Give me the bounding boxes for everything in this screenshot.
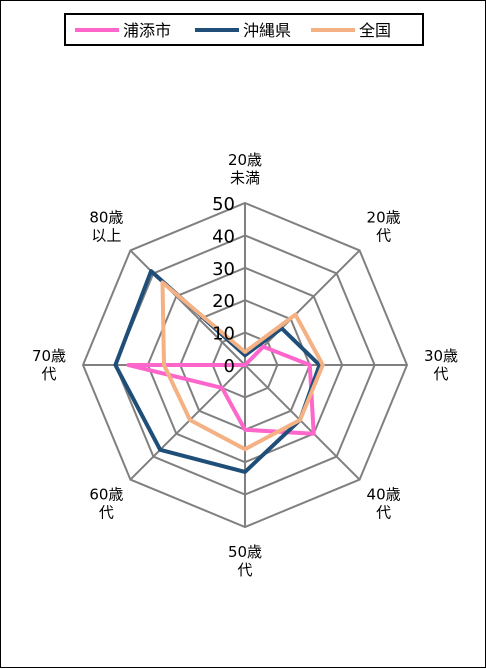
r-tick-label-5: 50 — [212, 194, 235, 215]
spoke-7 — [129, 249, 246, 366]
r-tick-label-0: 0 — [224, 356, 235, 377]
spoke-5 — [129, 364, 246, 481]
legend-label-1: 沖縄県 — [243, 21, 291, 40]
r-tick-label-3: 30 — [212, 259, 235, 280]
category-label-6: 70歳代 — [32, 347, 66, 383]
category-label-5: 60歳代 — [89, 486, 123, 522]
series-line-1 — [113, 269, 322, 474]
series-line-2 — [160, 280, 325, 452]
r-tick-label-4: 40 — [212, 226, 235, 247]
category-label-2: 30歳代 — [424, 347, 458, 383]
legend-label-2: 全国 — [359, 21, 391, 40]
r-tick-label-1: 10 — [212, 324, 235, 345]
legend-box — [64, 13, 424, 46]
spoke-3 — [244, 364, 361, 481]
category-label-4: 50歳代 — [228, 543, 262, 579]
category-label-1: 20歳代 — [367, 208, 401, 244]
legend-label-0: 浦添市 — [123, 21, 171, 40]
category-label-0: 20歳未満 — [228, 151, 262, 187]
category-label-7: 80歳以上 — [89, 208, 123, 244]
category-label-3: 40歳代 — [367, 486, 401, 522]
r-tick-label-2: 20 — [212, 291, 235, 312]
